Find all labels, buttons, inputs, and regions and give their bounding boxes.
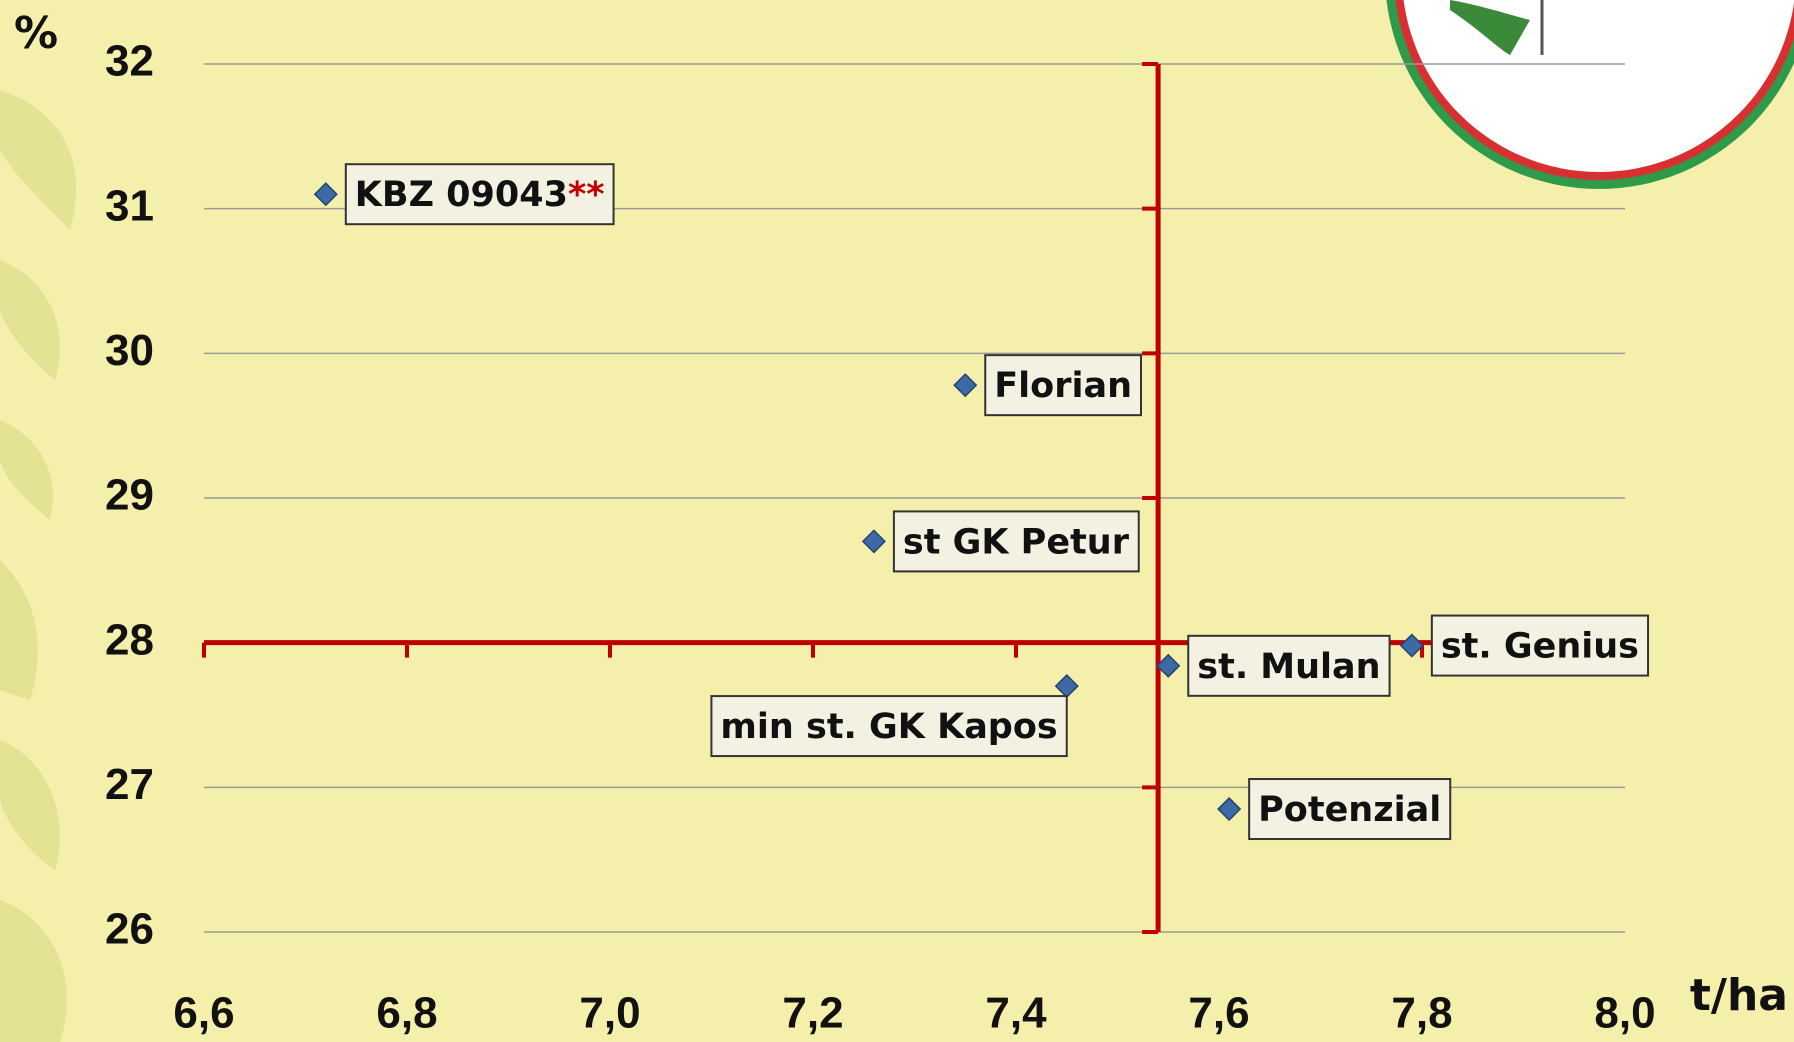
grid: 26 27 28 29 30 31 32 6,6 6,8 7,0 7,2 7,4 7,6 7,8 8,0 bbox=[105, 37, 1656, 1038]
point-label: Florian bbox=[984, 354, 1142, 417]
label-box bbox=[710, 695, 1068, 758]
label-box bbox=[344, 163, 615, 226]
label-text: KBZ 09043** bbox=[355, 175, 605, 215]
label-text: Florian bbox=[994, 366, 1132, 406]
x-tick-label: 7,6 bbox=[1188, 989, 1249, 1038]
point-label: st. Mulan bbox=[1187, 634, 1391, 697]
label-text: st GK Petur bbox=[903, 522, 1130, 562]
y-tick-label: 32 bbox=[105, 37, 154, 86]
label-name: Florian bbox=[994, 366, 1132, 406]
x-tick-label: 6,8 bbox=[376, 989, 437, 1038]
point bbox=[953, 373, 978, 398]
x-tick-label: 8,0 bbox=[1594, 989, 1655, 1038]
point-label: st. Genius bbox=[1430, 614, 1650, 677]
point-label: min st. GK Kapos bbox=[710, 695, 1068, 758]
y-tick-label: 29 bbox=[105, 471, 154, 520]
label-name: KBZ 09043 bbox=[355, 175, 568, 215]
label-box bbox=[1430, 614, 1650, 677]
point-label: KBZ 09043** bbox=[344, 163, 615, 226]
x-tick-label: 7,0 bbox=[579, 989, 640, 1038]
x-tick-label: 7,4 bbox=[985, 989, 1047, 1038]
point bbox=[1054, 674, 1079, 699]
point bbox=[1399, 633, 1424, 658]
label-text: min st. GK Kapos bbox=[720, 707, 1057, 747]
point bbox=[861, 529, 886, 554]
label-text: Potenzial bbox=[1258, 790, 1441, 830]
x-tick-label: 7,8 bbox=[1391, 989, 1452, 1038]
x-tick-label: 6,6 bbox=[173, 989, 234, 1038]
points: KBZ 09043** Florian st GK Petur min st. GK … bbox=[313, 163, 1650, 841]
label-box bbox=[984, 354, 1142, 417]
label-name: st. Mulan bbox=[1197, 647, 1380, 687]
label-box bbox=[892, 510, 1140, 573]
label-box bbox=[1187, 634, 1391, 697]
point-label: st GK Petur bbox=[892, 510, 1140, 573]
logo bbox=[1386, 0, 1794, 189]
label-name: st GK Petur bbox=[903, 522, 1130, 562]
label-name: st. Genius bbox=[1441, 627, 1639, 667]
point bbox=[313, 182, 338, 207]
label-name: min st. GK Kapos bbox=[720, 707, 1057, 747]
label-note: ** bbox=[568, 175, 605, 215]
label-name: Potenzial bbox=[1258, 790, 1441, 830]
x-axis-label: t/ha bbox=[1690, 970, 1788, 1021]
y-tick-label: 27 bbox=[105, 760, 154, 809]
y-tick-label: 31 bbox=[105, 181, 154, 230]
x-tick-label: 7,2 bbox=[782, 989, 843, 1038]
point-label: Potenzial bbox=[1248, 778, 1452, 841]
y-tick-label: 26 bbox=[105, 905, 154, 954]
label-box bbox=[1248, 778, 1452, 841]
y-tick-label: 28 bbox=[105, 615, 154, 664]
label-text: st. Genius bbox=[1441, 627, 1639, 667]
background-leaves bbox=[0, 90, 77, 1042]
point bbox=[1217, 796, 1242, 822]
label-text: st. Mulan bbox=[1197, 647, 1380, 687]
y-tick-label: 30 bbox=[105, 326, 154, 375]
y-axis-label: % bbox=[14, 8, 58, 59]
point bbox=[1156, 653, 1181, 678]
